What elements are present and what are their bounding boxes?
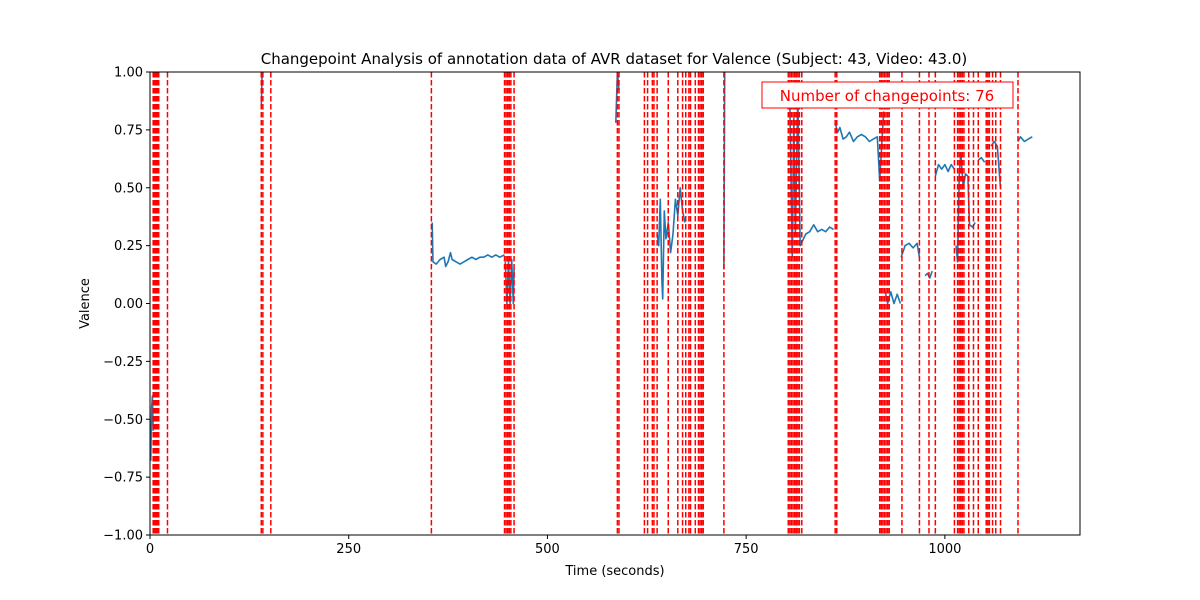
valence-series-line	[431, 222, 505, 268]
valence-series-line	[504, 258, 515, 305]
y-tick-label: 0.75	[114, 123, 143, 138]
x-tick-label: 750	[734, 542, 759, 557]
x-tick-label: 250	[336, 542, 361, 557]
chart-title: Changepoint Analysis of annotation data …	[261, 50, 968, 68]
y-tick-label: 0.25	[114, 239, 143, 254]
valence-series-line	[900, 242, 921, 258]
valence-series-line	[834, 111, 885, 182]
y-tick-label: 0.50	[114, 181, 143, 196]
valence-series-line	[656, 187, 686, 300]
y-axis-label: Valence	[78, 278, 93, 329]
x-tick-label: 1000	[928, 542, 961, 557]
y-tick-label: −0.50	[103, 413, 143, 428]
x-axis-label: Time (seconds)	[564, 564, 664, 579]
y-axis: −1.00 −0.75 −0.50 −0.25 0.00 0.25 0.50 0.75 1.00	[103, 66, 150, 544]
valence-series-line	[1017, 136, 1033, 143]
y-tick-label: −1.00	[103, 529, 143, 544]
x-tick-label: 500	[535, 542, 560, 557]
y-tick-label: 1.00	[114, 66, 143, 81]
y-tick-label: −0.75	[103, 471, 143, 486]
y-tick-label: 0.00	[114, 297, 143, 312]
x-tick-label: 0	[146, 542, 154, 557]
valence-series-line	[977, 156, 986, 163]
y-tick-label: −0.25	[103, 355, 143, 370]
valence-series-line	[934, 163, 956, 177]
valence-series-line	[990, 140, 1002, 188]
x-axis: 0 250 500 750 1000	[146, 535, 961, 557]
changepoint-count-annotation: Number of changepoints: 76	[780, 87, 994, 105]
plot-area	[150, 72, 1033, 535]
valence-series-line	[884, 291, 902, 305]
changepoint-count-box	[761, 81, 1014, 109]
